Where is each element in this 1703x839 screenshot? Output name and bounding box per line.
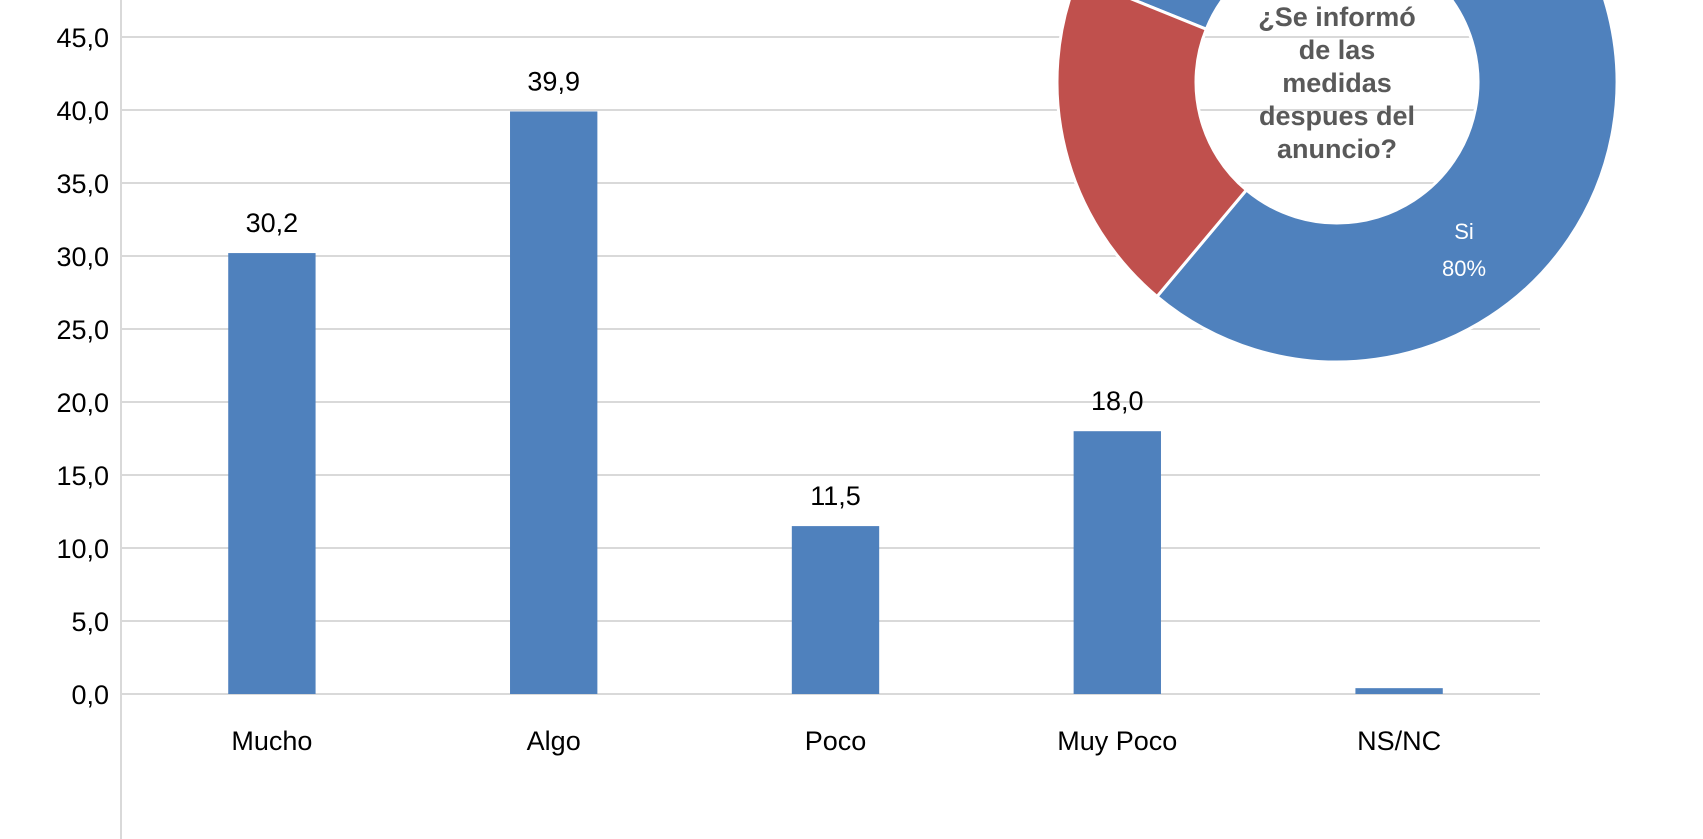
donut-title-line: despues del: [1259, 101, 1415, 131]
donut-title-line: de las: [1299, 35, 1376, 65]
x-axis: Mucho Algo Poco Muy Poco NS/NC: [231, 726, 1441, 756]
donut-slice-value: 80%: [1442, 256, 1486, 281]
donut-slice: [1130, 0, 1619, 364]
donut-title-line: ¿Se informó: [1258, 2, 1416, 32]
y-tick-label: 45,0: [56, 23, 109, 53]
bar: [1073, 431, 1161, 694]
donut-title-line: anuncio?: [1277, 134, 1397, 164]
donut-slice-name: Si: [1454, 219, 1474, 244]
data-label: 30,2: [246, 208, 299, 238]
bar: [791, 526, 880, 694]
bar: [510, 111, 598, 694]
x-tick-label: Poco: [805, 726, 867, 756]
y-tick-label: 15,0: [56, 461, 109, 491]
y-tick-label: 10,0: [56, 534, 109, 564]
y-tick-label: 20,0: [56, 388, 109, 418]
y-tick-label: 35,0: [56, 169, 109, 199]
data-label: 11,5: [810, 481, 861, 511]
x-tick-label: NS/NC: [1357, 726, 1441, 756]
x-tick-label: Algo: [527, 726, 581, 756]
y-tick-label: 0,0: [71, 680, 109, 710]
donut-slice: [1055, 0, 1249, 299]
data-label: 18,0: [1091, 386, 1144, 416]
y-tick-label: 40,0: [56, 96, 109, 126]
bar-series: [228, 111, 1443, 694]
y-tick-label: 30,0: [56, 242, 109, 272]
bar: [1355, 688, 1443, 694]
y-tick-label: 25,0: [56, 315, 109, 345]
x-tick-label: Mucho: [231, 726, 312, 756]
x-tick-label: Muy Poco: [1057, 726, 1177, 756]
grid-layer: [121, 36, 1540, 695]
bar: [228, 253, 316, 694]
y-axis: 0,0 5,0 10,0 15,0 20,0 25,0 30,0 35,0 40,0 45,0: [56, 0, 122, 839]
data-label: 39,9: [527, 66, 580, 96]
y-tick-label: 5,0: [71, 607, 109, 637]
data-labels: 30,2 39,9 11,5 18,0: [246, 66, 1144, 511]
donut-title-line: medidas: [1282, 68, 1392, 98]
